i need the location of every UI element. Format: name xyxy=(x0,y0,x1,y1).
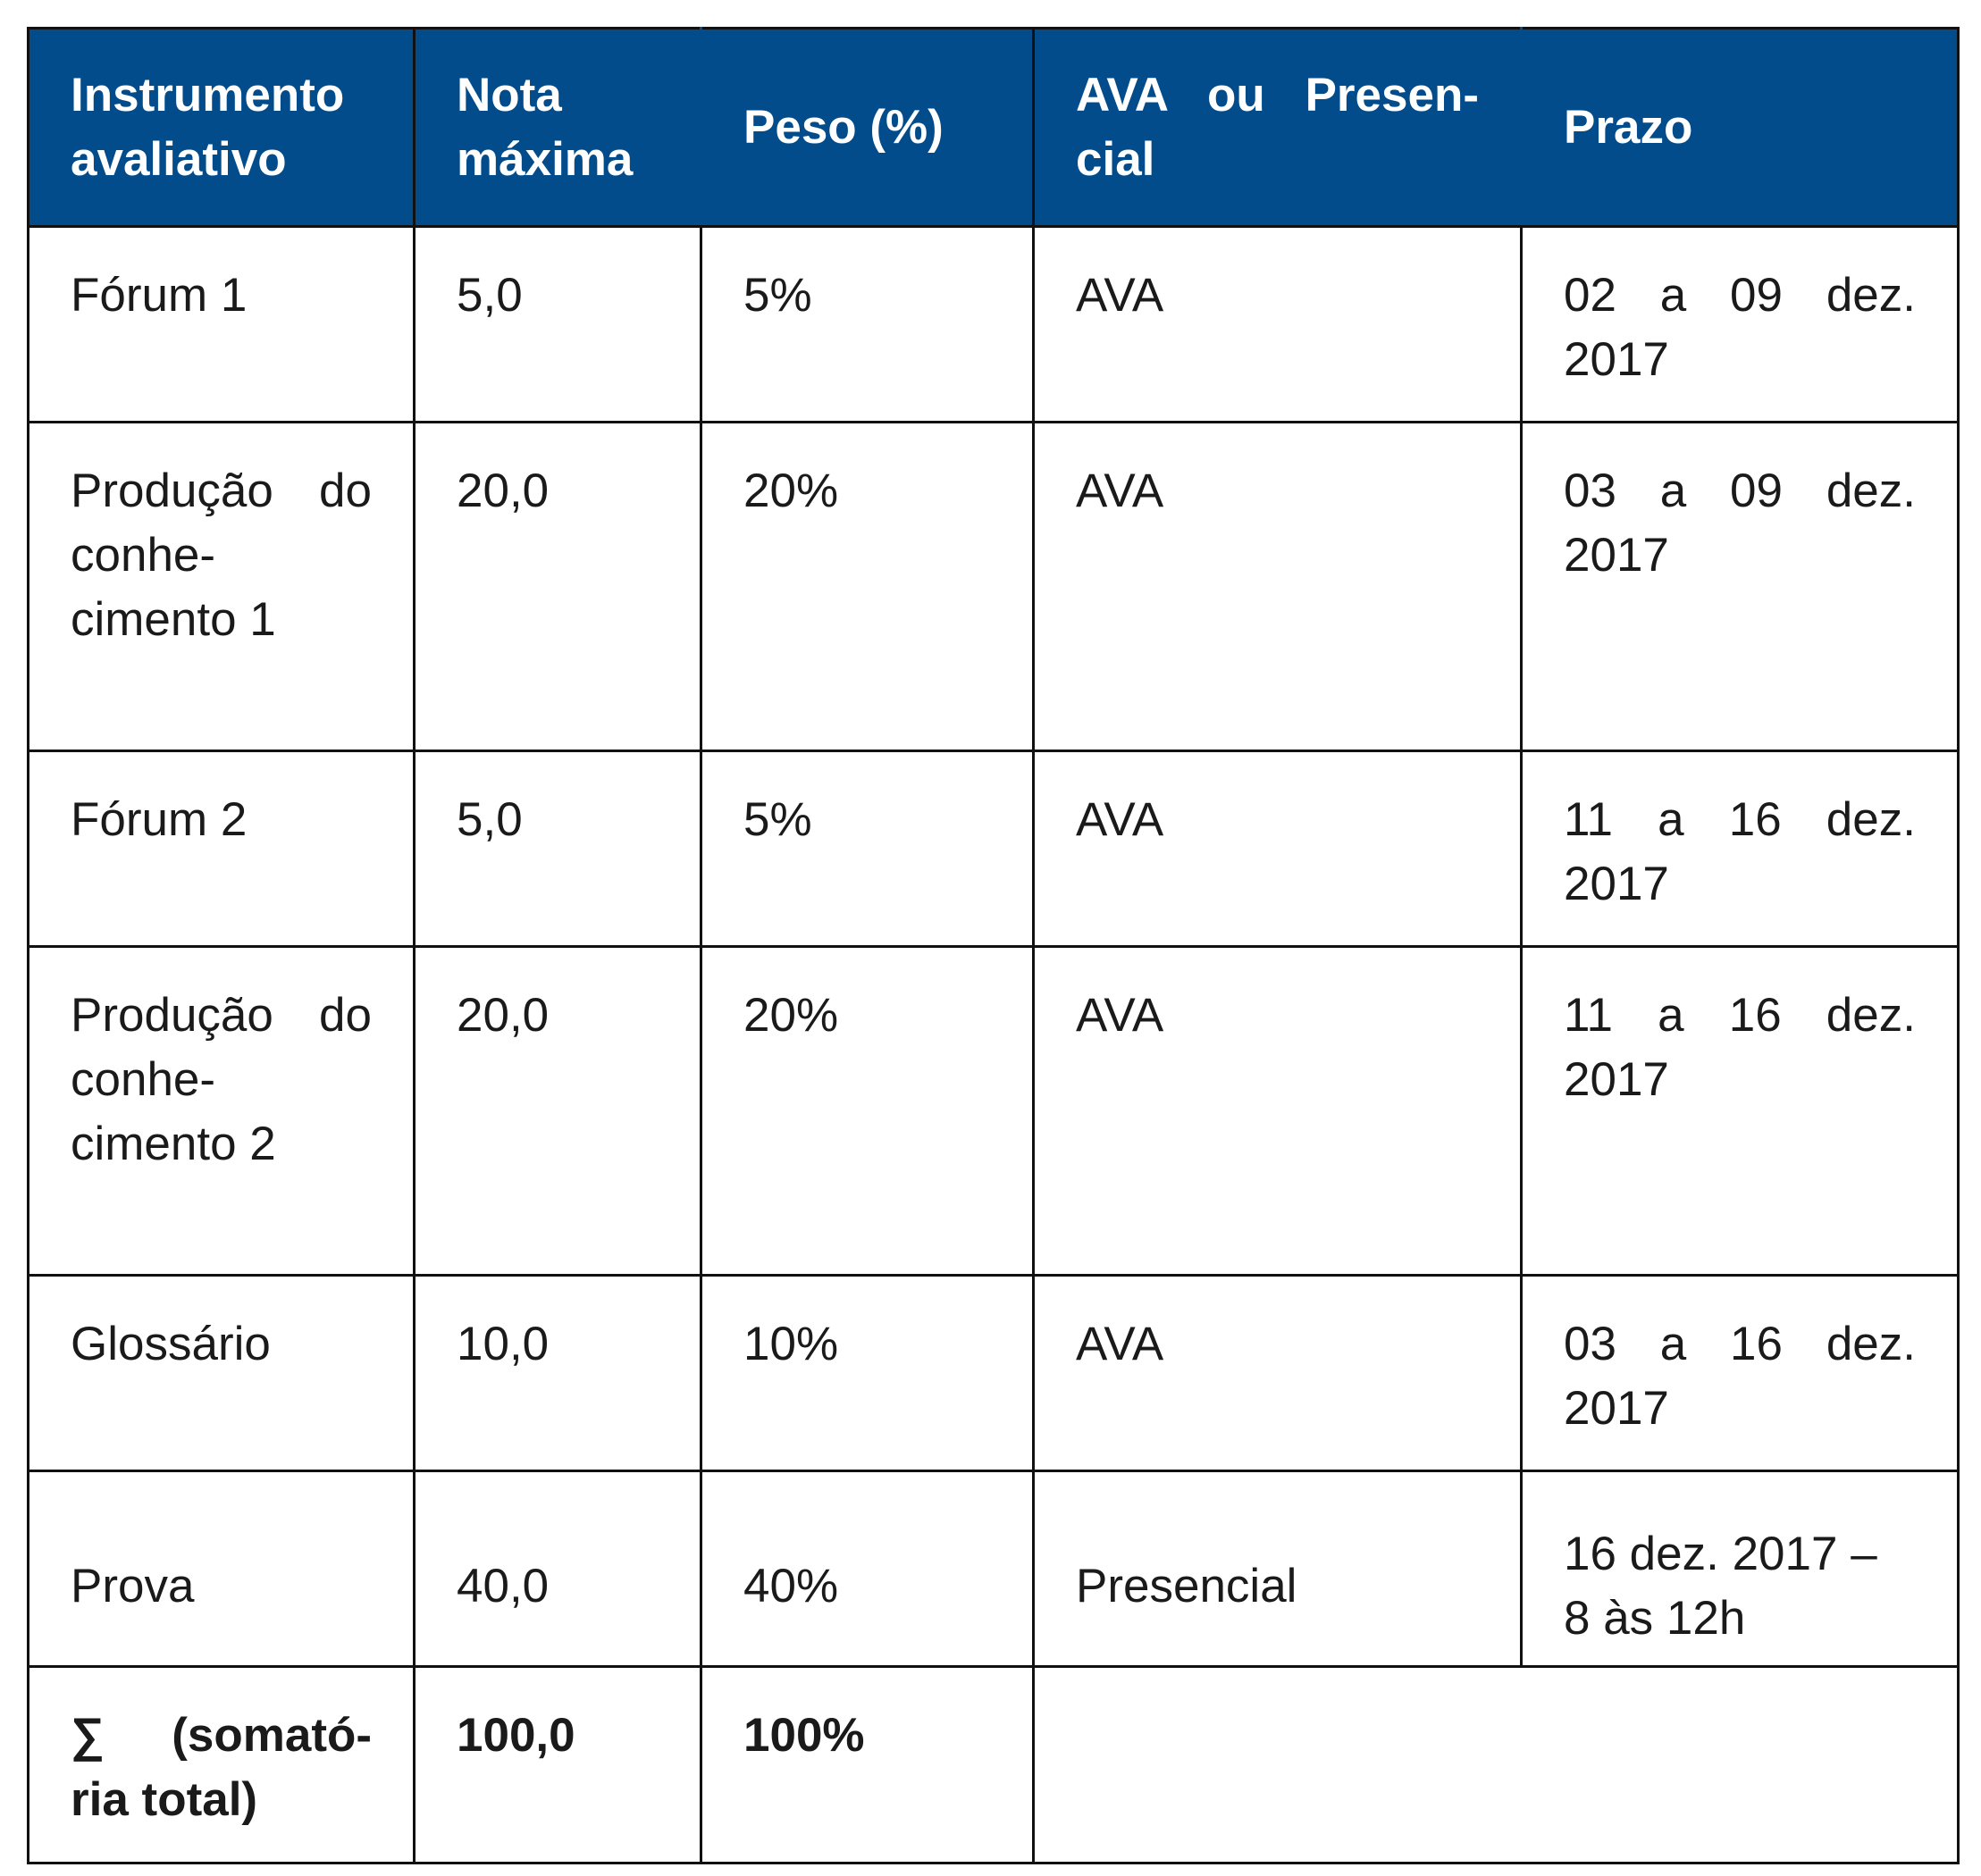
cell-peso: 5% xyxy=(700,225,1035,423)
cell-modalidade: Presencial xyxy=(1032,1470,1523,1668)
cell-modalidade: AVA xyxy=(1032,421,1523,752)
cell-prazo-text: 03 a 09 dez. 2017 xyxy=(1564,465,1916,582)
table-header: Instrumento avaliativo Nota máxima Peso … xyxy=(27,27,1960,228)
total-instrumento-text: ∑ (somató-ria total) xyxy=(71,1709,372,1826)
cell-modalidade: AVA xyxy=(1032,1274,1523,1472)
cell-prazo: 03 a 16 dez. 2017 xyxy=(1520,1274,1960,1472)
cell-nota: 10,0 xyxy=(413,1274,702,1472)
cell-prazo: 02 a 09 dez. 2017 xyxy=(1520,225,1960,423)
header-peso: Peso (%) xyxy=(700,27,1035,228)
cell-prazo: 11 a 16 dez. 2017 xyxy=(1520,945,1960,1277)
cell-instrumento: Produção do conhe-cimento 1 xyxy=(27,421,416,752)
cell-nota: 20,0 xyxy=(413,421,702,752)
header-instrumento: Instrumento avaliativo xyxy=(27,27,416,228)
cell-prazo-text: 02 a 09 dez. 2017 xyxy=(1564,269,1916,386)
cell-instrumento: Fórum 2 xyxy=(27,750,416,948)
total-empty-cell xyxy=(1032,1665,1960,1864)
total-peso: 100% xyxy=(700,1665,1035,1864)
table-row: Prova 40,0 40% Presencial 16 dez. 2017 –… xyxy=(27,1470,1960,1668)
cell-modalidade: AVA xyxy=(1032,750,1523,948)
header-prazo: Prazo xyxy=(1520,27,1960,228)
table-row: Fórum 2 5,0 5% AVA 11 a 16 dez. 2017 xyxy=(27,750,1960,948)
cell-peso: 5% xyxy=(700,750,1035,948)
cell-prazo: 03 a 09 dez. 2017 xyxy=(1520,421,1960,752)
header-nota: Nota máxima xyxy=(413,27,702,228)
cell-instrumento: Prova xyxy=(27,1470,416,1668)
total-nota: 100,0 xyxy=(413,1665,702,1864)
table-row: Produção do conhe-cimento 2 20,0 20% AVA… xyxy=(27,945,1960,1277)
cell-nota: 40,0 xyxy=(413,1470,702,1668)
cell-instrumento-text: Produção do conhe-cimento 2 xyxy=(71,989,372,1170)
evaluation-table: Instrumento avaliativo Nota máxima Peso … xyxy=(27,27,1960,1864)
total-instrumento: ∑ (somató-ria total) xyxy=(27,1665,416,1864)
cell-modalidade: AVA xyxy=(1032,945,1523,1277)
header-modalidade: AVA ou Presen-cial xyxy=(1032,27,1523,228)
header-modalidade-text: AVA ou Presen-cial xyxy=(1076,68,1479,186)
cell-prazo-text: 11 a 16 dez. 2017 xyxy=(1564,989,1916,1106)
table-body: Fórum 1 5,0 5% AVA 02 a 09 dez. 2017 Pro… xyxy=(27,225,1960,1864)
header-row: Instrumento avaliativo Nota máxima Peso … xyxy=(27,27,1960,228)
cell-peso: 10% xyxy=(700,1274,1035,1472)
cell-nota: 5,0 xyxy=(413,225,702,423)
cell-prazo-text: 03 a 16 dez. 2017 xyxy=(1564,1318,1916,1435)
cell-prazo: 11 a 16 dez. 2017 xyxy=(1520,750,1960,948)
cell-nota: 20,0 xyxy=(413,945,702,1277)
cell-instrumento-text: Produção do conhe-cimento 1 xyxy=(71,465,372,646)
cell-instrumento: Glossário xyxy=(27,1274,416,1472)
cell-modalidade: AVA xyxy=(1032,225,1523,423)
cell-peso: 20% xyxy=(700,421,1035,752)
table-row: Produção do conhe-cimento 1 20,0 20% AVA… xyxy=(27,421,1960,752)
cell-instrumento: Fórum 1 xyxy=(27,225,416,423)
table-row: Glossário 10,0 10% AVA 03 a 16 dez. 2017 xyxy=(27,1274,1960,1472)
cell-nota: 5,0 xyxy=(413,750,702,948)
cell-peso: 20% xyxy=(700,945,1035,1277)
total-row: ∑ (somató-ria total) 100,0 100% xyxy=(27,1665,1960,1864)
cell-prazo-text: 11 a 16 dez. 2017 xyxy=(1564,793,1916,910)
cell-prazo: 16 dez. 2017 – 8 às 12h xyxy=(1520,1470,1960,1668)
cell-peso: 40% xyxy=(700,1470,1035,1668)
cell-instrumento: Produção do conhe-cimento 2 xyxy=(27,945,416,1277)
table-row: Fórum 1 5,0 5% AVA 02 a 09 dez. 2017 xyxy=(27,225,1960,423)
